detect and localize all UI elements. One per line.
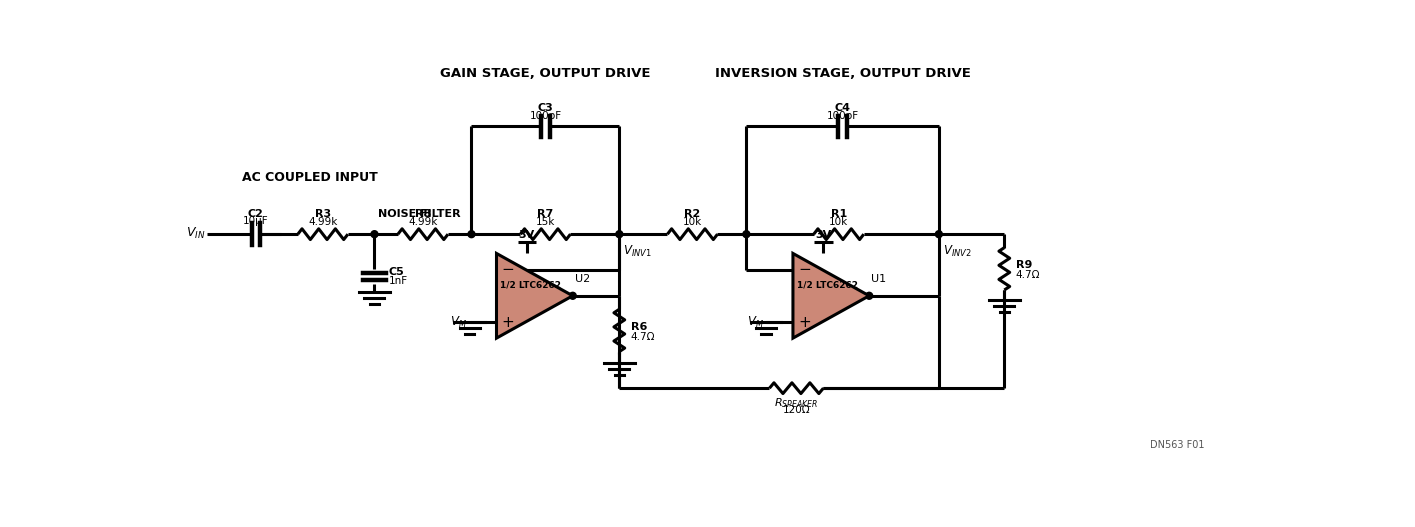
Text: $V_M$: $V_M$ (747, 315, 764, 329)
Text: 4.99k: 4.99k (409, 217, 437, 227)
Text: C4: C4 (835, 103, 850, 113)
Circle shape (371, 231, 378, 238)
Text: 4.7Ω: 4.7Ω (631, 331, 655, 341)
Text: $R_{SPEAKER}$: $R_{SPEAKER}$ (774, 396, 818, 409)
Text: 10k: 10k (683, 217, 702, 227)
Text: NOISE FILTER: NOISE FILTER (378, 209, 461, 219)
Text: R7: R7 (538, 209, 553, 219)
Text: +: + (502, 315, 515, 329)
Polygon shape (497, 253, 573, 338)
Text: INVERSION STAGE, OUTPUT DRIVE: INVERSION STAGE, OUTPUT DRIVE (715, 67, 971, 80)
Text: 1/2 LTC6262: 1/2 LTC6262 (797, 280, 857, 290)
Text: 4.99k: 4.99k (308, 217, 338, 227)
Text: 3V: 3V (519, 230, 535, 240)
Text: AC COUPLED INPUT: AC COUPLED INPUT (242, 171, 378, 184)
Text: +: + (798, 315, 811, 329)
Text: $V_{INV2}$: $V_{INV2}$ (942, 243, 971, 259)
Text: 10μF: 10μF (243, 217, 269, 227)
Text: C2: C2 (248, 209, 263, 219)
Text: R9: R9 (1016, 260, 1032, 270)
Circle shape (935, 231, 942, 238)
Circle shape (569, 292, 576, 299)
Text: R3: R3 (314, 209, 331, 219)
Text: R6: R6 (631, 321, 647, 331)
Text: 100pF: 100pF (529, 111, 562, 121)
Text: −: − (798, 262, 811, 277)
Text: DN563 F01: DN563 F01 (1150, 440, 1204, 450)
Text: $V_{INV1}$: $V_{INV1}$ (623, 243, 652, 259)
Text: R1: R1 (831, 209, 848, 219)
Text: 120Ω: 120Ω (782, 405, 811, 415)
Text: $V_{IN}$: $V_{IN}$ (185, 226, 205, 241)
Text: 1/2 LTC6262: 1/2 LTC6262 (501, 280, 562, 290)
Text: C5: C5 (388, 267, 405, 277)
Text: 10k: 10k (829, 217, 849, 227)
Text: 1nF: 1nF (388, 276, 408, 286)
Text: U2: U2 (574, 274, 590, 284)
Text: U1: U1 (872, 274, 887, 284)
Circle shape (468, 231, 475, 238)
Text: 15k: 15k (536, 217, 555, 227)
Text: −: − (502, 262, 515, 277)
Text: GAIN STAGE, OUTPUT DRIVE: GAIN STAGE, OUTPUT DRIVE (440, 67, 651, 80)
Text: R8: R8 (415, 209, 432, 219)
Circle shape (616, 231, 623, 238)
Text: 100pF: 100pF (826, 111, 859, 121)
Polygon shape (792, 253, 869, 338)
Text: 4.7Ω: 4.7Ω (1016, 270, 1040, 280)
Text: 3V: 3V (815, 230, 832, 240)
Circle shape (866, 292, 873, 299)
Text: C3: C3 (538, 103, 553, 113)
Text: $V_M$: $V_M$ (450, 315, 467, 329)
Circle shape (743, 231, 750, 238)
Text: R2: R2 (685, 209, 700, 219)
